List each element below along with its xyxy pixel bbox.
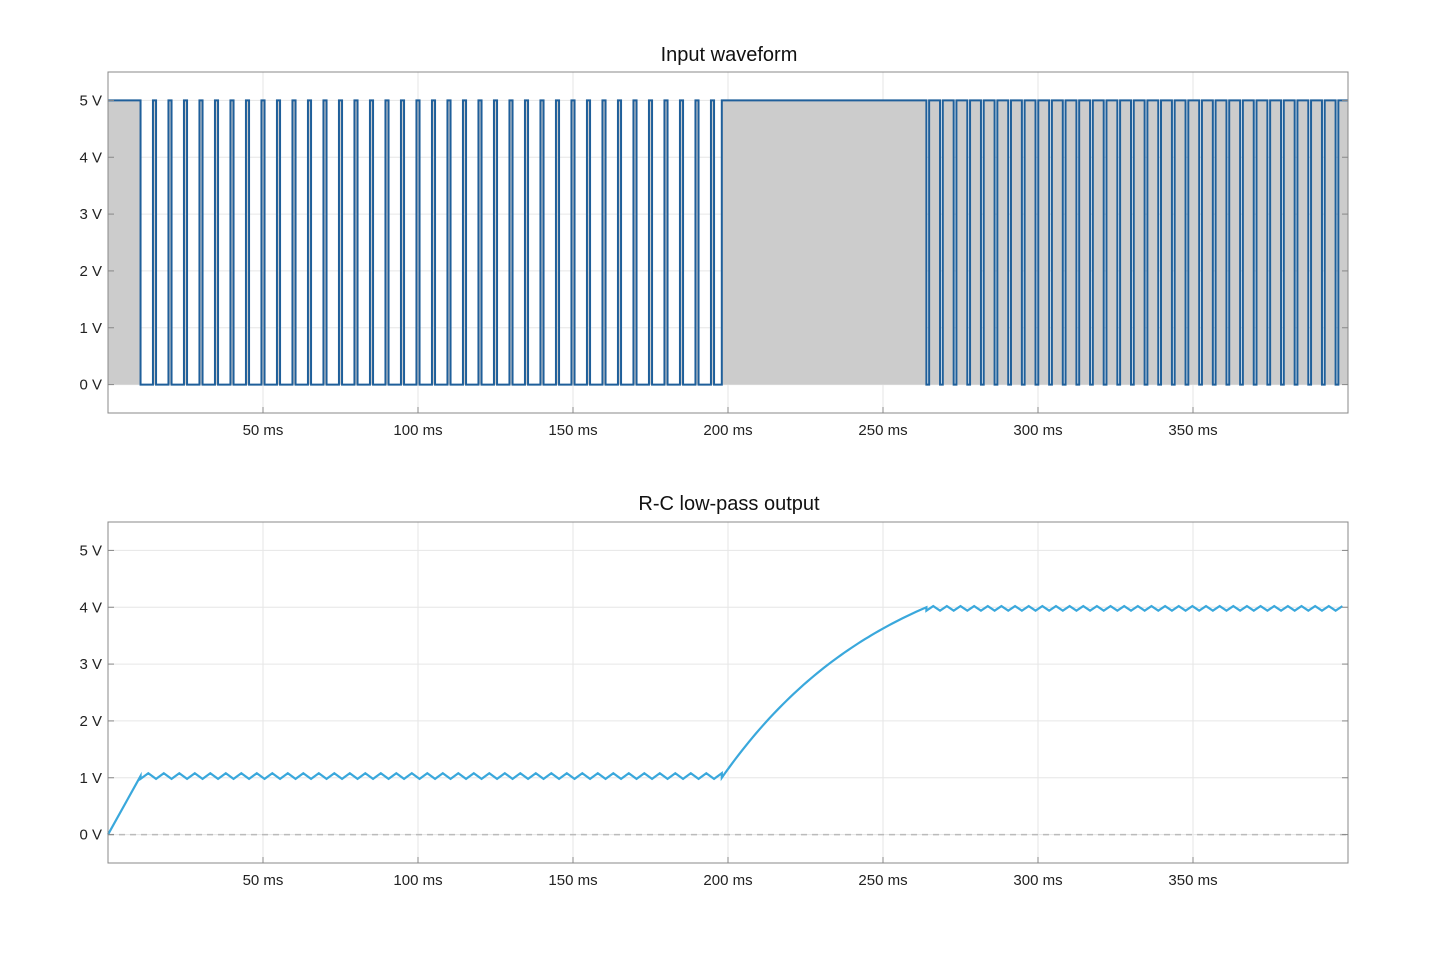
chart-title: R-C low-pass output [638,493,820,515]
y-tick-label: 5 V [79,542,102,559]
x-tick-label: 50 ms [243,872,284,889]
x-tick-label: 200 ms [703,422,752,439]
x-tick-label: 100 ms [393,422,442,439]
y-tick-label: 5 V [79,92,102,109]
y-tick-label: 4 V [79,599,102,616]
x-tick-label: 350 ms [1168,872,1217,889]
x-tick-label: 150 ms [548,872,597,889]
x-tick-label: 250 ms [858,872,907,889]
y-tick-label: 2 V [79,713,102,730]
x-tick-label: 100 ms [393,872,442,889]
x-tick-label: 350 ms [1168,422,1217,439]
x-tick-label: 250 ms [858,422,907,439]
input-waveform-chart: Input waveform 50 ms 100 ms 150 ms 200 ms 25… [79,44,1349,439]
x-tick-label: 200 ms [703,872,752,889]
series-fill-area [108,100,1348,385]
y-tick-label: 1 V [79,770,102,787]
y-tick-label: 3 V [79,206,102,223]
y-tick-label: 0 V [79,377,102,394]
x-tick-label: 50 ms [243,422,284,439]
x-tick-label: 300 ms [1013,422,1062,439]
x-tick-label: 300 ms [1013,872,1062,889]
rc-output-chart: R-C low-pass output 50 ms 100 ms 150 ms 200… [79,493,1349,889]
y-tick-label: 2 V [79,263,102,280]
y-tick-label: 4 V [79,149,102,166]
y-tick-label: 1 V [79,320,102,337]
chart-title: Input waveform [661,44,798,66]
y-tick-label: 3 V [79,656,102,673]
series-line [108,99,1348,386]
y-tick-label: 0 V [79,827,102,844]
series-line [107,604,1344,836]
x-tick-label: 150 ms [548,422,597,439]
